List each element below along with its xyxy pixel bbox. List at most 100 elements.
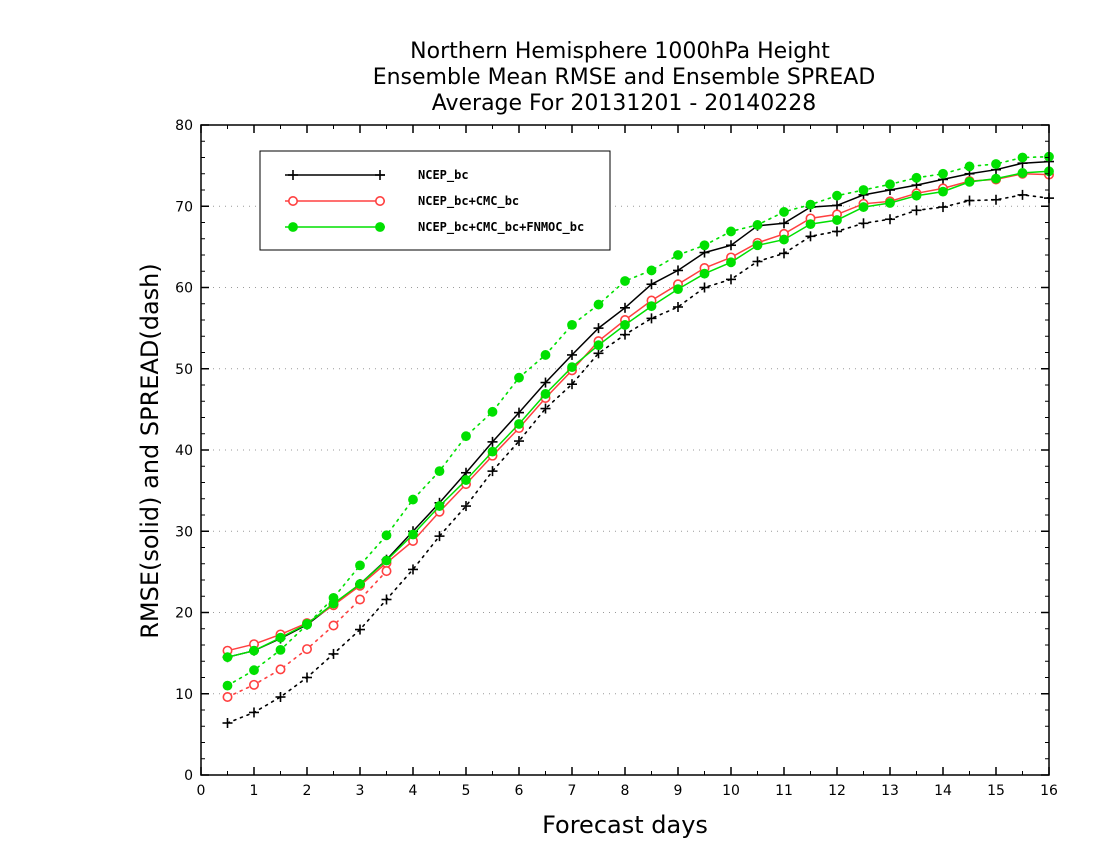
legend-marker-right-ncep-bc	[375, 170, 385, 180]
y-tick-label-1: 10	[175, 687, 193, 703]
y-axis-label: RMSE(solid) and SPREAD(dash)	[136, 263, 164, 639]
ncep-bc-cmc-bc-fnmoc-bc-rmse-point	[381, 555, 392, 566]
ncep-bc-spread-point	[222, 718, 233, 728]
y-tick-label-3: 30	[175, 524, 193, 540]
ncep-bc-cmc-bc-spread-point	[249, 679, 260, 690]
ncep-bc-spread-line	[226, 194, 1050, 724]
ncep-bc-cmc-bc-fnmoc-bc-rmse-point	[567, 362, 577, 373]
ncep-bc-cmc-bc-fnmoc-bc-rmse-point	[938, 186, 948, 197]
ncep-bc-spread-point	[434, 531, 445, 542]
ncep-bc-spread-point	[858, 218, 869, 229]
y-tick-label-6: 60	[175, 281, 193, 297]
y-tick-label-5: 50	[175, 362, 193, 378]
ncep-bc-cmc-bc-fnmoc-bc-spread-point	[567, 319, 577, 330]
ncep-bc-spread-point	[673, 302, 683, 312]
ncep-bc-cmc-bc-fnmoc-bc-spread-point	[514, 372, 524, 383]
x-tick-label-6: 6	[515, 783, 524, 799]
ncep-bc-spread-point	[911, 205, 922, 216]
x-tick-label-4: 4	[409, 783, 418, 799]
legend: NCEP_bc NCEP_bc+CMC_bc NCEP_bc+CMC_bc+FNMO…	[259, 150, 611, 251]
ncep-bc-cmc-bc-fnmoc-bc-spread-point	[381, 530, 392, 541]
chart-title: Northern Hemisphere 1000hPa Height Ensem…	[373, 39, 876, 116]
ncep-bc-spread-point	[1017, 189, 1028, 200]
ncep-bc-spread-point	[514, 436, 524, 447]
ncep-bc-cmc-bc-fnmoc-bc-spread-point	[779, 207, 789, 217]
legend-marker-right-ncep-bc-cmc-bc-fnmoc-bc	[375, 222, 385, 232]
legend-label-ncep-bc-cmc-bc-fnmoc-bc: NCEP_bc+CMC_bc+FNMOC_bc	[418, 220, 584, 235]
title-line-1: Northern Hemisphere 1000hPa Height	[410, 39, 830, 64]
ncep-bc-cmc-bc-fnmoc-bc-rmse-point	[355, 579, 365, 589]
ncep-bc-cmc-bc-fnmoc-bc-rmse-point	[991, 173, 1001, 184]
y-tick-label-2: 20	[175, 606, 193, 622]
ncep-bc-spread-point	[381, 594, 392, 605]
ncep-bc-cmc-bc-fnmoc-bc-spread-point	[805, 199, 816, 210]
ncep-bc-cmc-bc-fnmoc-bc-spread-point	[832, 190, 842, 201]
ncep-bc-spread-point	[620, 329, 630, 340]
ncep-bc-rmse-point	[779, 218, 789, 229]
ncep-bc-cmc-bc-fnmoc-bc-spread-point	[699, 240, 710, 251]
ncep-bc-cmc-bc-fnmoc-bc-rmse-point	[434, 501, 445, 511]
ncep-bc-rmse-point	[726, 240, 736, 251]
ncep-bc-cmc-bc-fnmoc-bc-spread-point	[275, 644, 286, 655]
ncep-bc-spread-point	[408, 564, 418, 575]
y-tick-label-7: 70	[175, 199, 193, 215]
x-tick-label-2: 2	[303, 783, 312, 799]
legend-marker-left-ncep-bc	[288, 170, 298, 180]
ncep-bc-cmc-bc-fnmoc-bc-spread-point	[461, 431, 471, 442]
ncep-bc-cmc-bc-fnmoc-bc-spread-point	[964, 161, 975, 172]
x-tick-label-8: 8	[621, 783, 630, 799]
ncep-bc-cmc-bc-spread-point	[354, 594, 365, 605]
ncep-bc-rmse-point	[673, 265, 683, 276]
ncep-bc-cmc-bc-fnmoc-bc-rmse-point	[461, 475, 471, 485]
ncep-bc-cmc-bc-fnmoc-bc-spread-point	[991, 159, 1001, 169]
ncep-bc-cmc-bc-fnmoc-bc-spread-point	[911, 172, 922, 183]
ncep-bc-spread-point	[275, 692, 286, 702]
ncep-bc-cmc-bc-fnmoc-bc-rmse-point	[593, 340, 604, 351]
ncep-bc-cmc-bc-fnmoc-bc-rmse-point	[832, 215, 842, 225]
title-line-2: Ensemble Mean RMSE and Ensemble SPREAD	[373, 65, 876, 90]
ncep-bc-cmc-bc-fnmoc-bc-rmse-point	[726, 257, 736, 268]
ncep-bc-cmc-bc-fnmoc-bc-spread-point	[1017, 152, 1028, 163]
x-tick-label-0: 0	[197, 783, 206, 799]
ncep-bc-spread-point	[832, 226, 842, 237]
series-lines	[222, 151, 1055, 728]
ncep-bc-spread-point	[567, 379, 577, 390]
ncep-bc-spread-point	[752, 256, 763, 267]
ncep-bc-spread-point	[779, 248, 789, 259]
ncep-bc-cmc-bc-fnmoc-bc-rmse-point	[1017, 168, 1028, 178]
ncep-bc-cmc-bc-fnmoc-bc-spread-point	[673, 250, 683, 260]
ncep-bc-cmc-bc-fnmoc-bc-spread-point	[434, 466, 445, 477]
ncep-bc-spread-point	[355, 624, 365, 635]
ncep-bc-cmc-bc-fnmoc-bc-rmse-point	[540, 389, 551, 399]
ncep-bc-cmc-bc-fnmoc-bc-spread-point	[593, 299, 604, 310]
x-tick-label-11: 11	[775, 783, 793, 799]
x-tick-label-9: 9	[674, 783, 683, 799]
ncep-bc-cmc-bc-fnmoc-bc-spread-point	[249, 665, 259, 676]
ncep-bc-cmc-bc-fnmoc-bc-rmse-point	[805, 219, 816, 230]
title-line-3: Average For 20131201 - 20140228	[432, 91, 817, 116]
ncep-bc-cmc-bc-fnmoc-bc-rmse-point	[885, 198, 895, 208]
ncep-bc-cmc-bc-spread-point	[301, 644, 312, 655]
x-tick-label-12: 12	[828, 783, 846, 799]
ncep-bc-cmc-bc-fnmoc-bc-spread-point	[726, 226, 736, 237]
ncep-bc-cmc-bc-fnmoc-bc-rmse-point	[408, 529, 418, 540]
ncep-bc-rmse-point	[593, 323, 604, 334]
ncep-bc-spread-point	[646, 313, 657, 324]
legend-marker-right-ncep-bc-cmc-bc	[374, 196, 385, 207]
ncep-bc-cmc-bc-spread-point	[381, 566, 392, 577]
legend-label-ncep-bc-cmc-bc: NCEP_bc+CMC_bc	[418, 194, 519, 209]
ncep-bc-cmc-bc-fnmoc-bc-rmse-point	[514, 419, 524, 429]
ncep-bc-spread-point	[699, 282, 710, 293]
ncep-bc-cmc-bc-fnmoc-bc-rmse-point	[699, 268, 710, 279]
legend-marker-left-ncep-bc-cmc-bc-fnmoc-bc	[288, 222, 298, 232]
x-tick-label-15: 15	[987, 783, 1005, 799]
ncep-bc-rmse-point	[514, 407, 524, 418]
ncep-bc-spread-point	[249, 707, 259, 718]
ncep-bc-cmc-bc-fnmoc-bc-rmse-point	[858, 202, 869, 212]
y-tick-label-0: 0	[184, 768, 193, 784]
ncep-bc-cmc-bc-fnmoc-bc-spread-point	[620, 276, 630, 286]
x-tick-label-3: 3	[356, 783, 365, 799]
x-tick-label-10: 10	[722, 783, 740, 799]
